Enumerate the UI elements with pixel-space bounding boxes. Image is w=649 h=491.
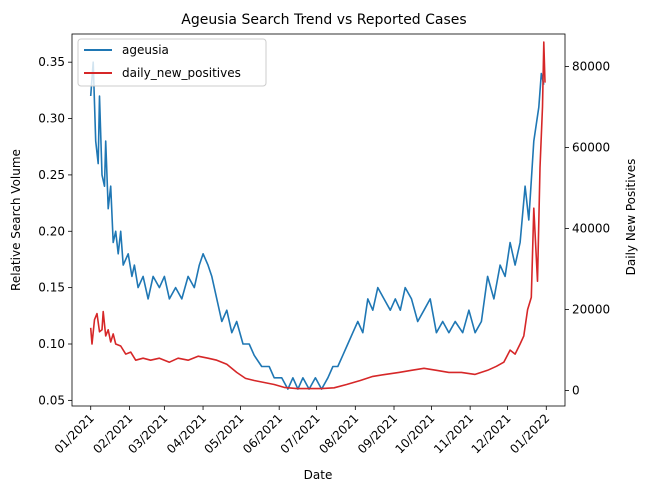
series-line-daily-new-positives — [89, 41, 546, 390]
right-y-axis: 0 20000 40000 60000 80000 — [565, 59, 610, 398]
right-y-tick-label: 60000 — [572, 140, 610, 154]
left-y-tick-label: 0.25 — [38, 168, 65, 182]
right-y-axis-title: Daily New Positives — [624, 159, 638, 276]
left-y-tick-label: 0.15 — [38, 281, 65, 295]
plot-area — [71, 33, 566, 407]
left-y-tick-label: 0.05 — [38, 393, 65, 407]
left-y-axis-title: Relative Search Volume — [9, 149, 23, 291]
right-y-tick-label: 20000 — [572, 303, 610, 317]
series-line-ageusia — [89, 61, 545, 390]
x-axis-title: Date — [304, 468, 333, 482]
right-y-tick-label: 0 — [572, 384, 580, 398]
legend-label-daily-new-positives: daily_new_positives — [122, 66, 241, 80]
legend-box — [77, 38, 267, 87]
right-y-tick-label: 40000 — [572, 222, 610, 236]
legend-label-ageusia: ageusia — [122, 43, 169, 57]
left-y-axis: 0.05 0.10 0.15 0.20 0.25 0.30 0.35 — [38, 55, 72, 407]
right-y-tick-label: 80000 — [572, 59, 610, 73]
left-y-tick-label: 0.35 — [38, 55, 65, 69]
plot-frame — [71, 33, 566, 407]
left-y-tick-label: 0.10 — [38, 337, 65, 351]
plot-background — [72, 34, 565, 406]
left-y-tick-label: 0.30 — [38, 112, 65, 126]
left-y-tick-label: 0.20 — [38, 224, 65, 238]
series-layer — [89, 41, 546, 390]
legend: ageusia daily_new_positives — [77, 38, 267, 87]
chart-title: Ageusia Search Trend vs Reported Cases — [181, 12, 466, 28]
